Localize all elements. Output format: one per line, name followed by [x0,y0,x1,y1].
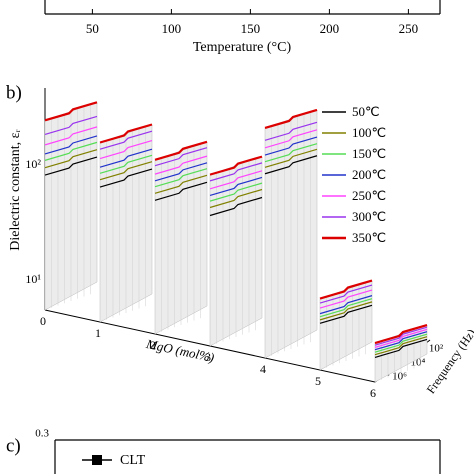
curve [319,295,373,315]
curve [99,139,153,160]
curve [154,147,208,167]
legend-label: 150℃ [352,146,386,161]
x-tick-label: 5 [315,374,321,388]
curve [319,289,373,309]
curve [374,323,428,345]
curve [209,188,263,209]
curve [99,154,153,174]
curve [99,130,153,150]
curve [154,181,208,201]
x-tick-label: 200 [320,21,340,36]
curve [44,126,98,146]
z-tick-label: 10² [429,343,444,355]
curve [44,115,98,135]
curve [154,168,208,188]
legend-label: 350℃ [352,230,386,245]
legend-label: 200℃ [352,167,386,182]
legend-label: 250℃ [352,188,386,203]
curve [374,331,428,351]
curve [319,304,373,324]
curve [209,196,263,217]
x-tick-label: 100 [162,21,182,36]
curve [209,162,263,182]
curve [44,135,98,155]
legend-label: CLT [120,453,146,468]
y-tick-label: 0.3 [35,428,49,440]
curve [264,155,318,175]
curve [264,108,318,130]
curve [264,129,318,149]
curve [374,333,428,353]
x-tick-label: 2 [150,338,156,352]
curve [319,301,373,321]
legend-marker [92,455,102,465]
curve [319,298,373,318]
x-tick-label: 150 [241,21,261,36]
x-tick-label: 6 [370,386,376,400]
curve [99,161,153,181]
legend-box [316,100,412,248]
curve [264,143,318,163]
x-tick-label: 50 [86,21,99,36]
y-tick-label: 10² [25,157,41,171]
curve [319,284,373,304]
legend-label: 300℃ [352,209,386,224]
panel-label: b) [6,82,22,103]
curve [44,101,98,122]
curve [99,148,153,168]
curve [209,170,263,190]
curve [44,141,98,161]
curve [319,279,373,300]
curve [209,182,263,202]
curve [374,328,428,348]
legend-label: 50℃ [352,104,380,119]
curve [264,148,318,168]
curve [209,176,263,197]
curve [154,155,208,175]
curve [154,140,208,161]
curve [209,155,263,176]
curve [154,162,208,182]
panel-label: c) [6,435,21,456]
curve [99,168,153,188]
curve [154,174,208,194]
z-axis-label: Frequency (Hz) [424,326,474,396]
x-tick-label: 4 [260,362,266,376]
z-tick-label: 10⁶ [392,371,407,383]
legend-label: 100℃ [352,125,386,140]
y-axis-label: Dielectric constant, εᵣ [8,129,23,250]
curve [44,156,98,176]
curve [264,121,318,141]
y-tick-label: 10¹ [25,272,41,286]
curve [264,136,318,156]
x-axis-label: Temperature (°C) [193,40,292,55]
x-tick-label: 0 [40,314,46,328]
x-tick-label: 250 [399,21,419,36]
curve [374,336,428,356]
curve [374,326,428,346]
curve [99,123,153,144]
curve [374,338,428,358]
x-tick-label: 1 [95,326,101,340]
x-tick-label: 3 [205,350,211,364]
curve [44,149,98,169]
